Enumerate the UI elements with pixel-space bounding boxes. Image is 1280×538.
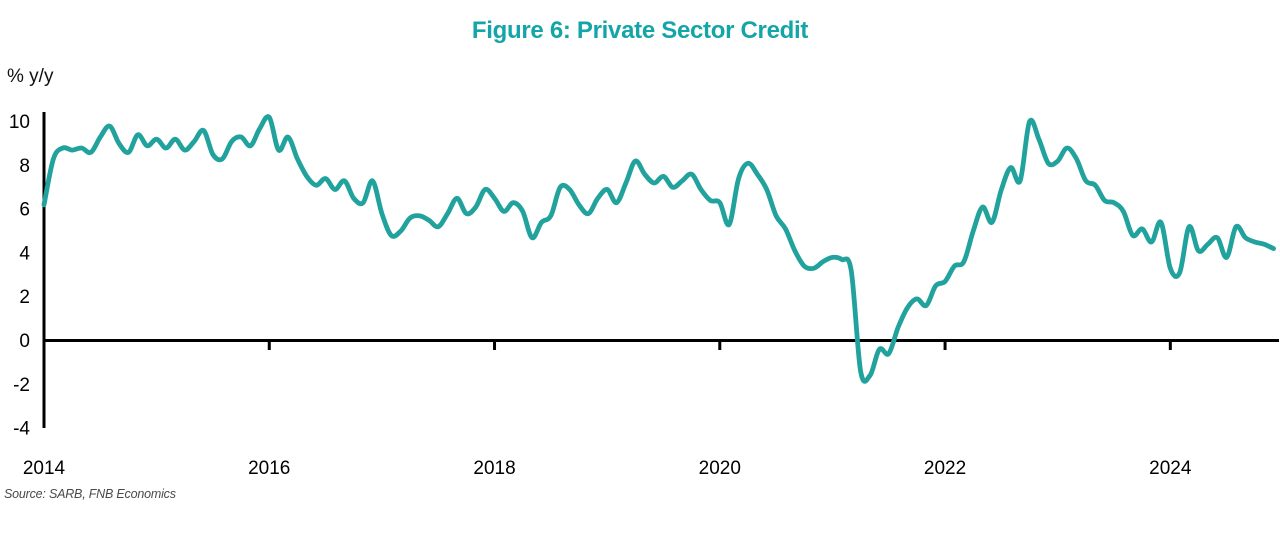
y-axis-unit-label: % y/y [7, 66, 54, 87]
x-tick-label-2022: 2022 [924, 458, 966, 479]
x-tick-label-2024: 2024 [1149, 458, 1192, 479]
y-tick-label--4: -4 [13, 419, 30, 440]
chart-title: Figure 6: Private Sector Credit [471, 17, 809, 44]
private-sector-credit-line [41, 114, 1276, 384]
y-tick-label-10: 10 [9, 112, 30, 133]
y-tick-label-8: 8 [19, 156, 30, 177]
source-note: Source: SARB, FNB Economics [4, 487, 176, 501]
x-tick-label-2018: 2018 [473, 458, 515, 479]
y-tick-label-2: 2 [19, 287, 30, 308]
x-tick-label-2016: 2016 [248, 458, 290, 479]
x-tick-label-2020: 2020 [699, 458, 741, 479]
x-tick-label-2014: 2014 [23, 458, 66, 479]
y-tick-label-4: 4 [19, 243, 30, 264]
y-tick-label-6: 6 [19, 200, 30, 221]
y-tick-label-0: 0 [19, 331, 30, 352]
y-tick-label--2: -2 [13, 375, 30, 396]
